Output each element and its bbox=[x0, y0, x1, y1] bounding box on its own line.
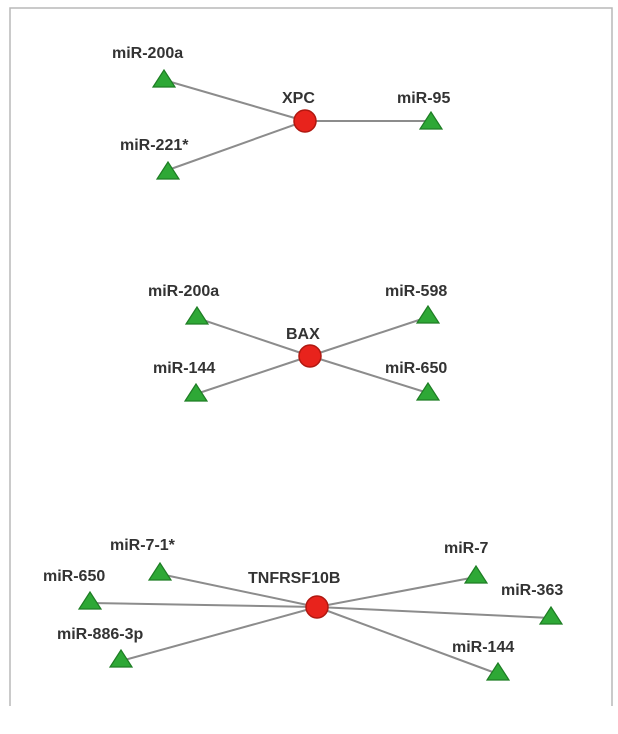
gene-node-xpc bbox=[293, 109, 317, 133]
mirna-label: miR-200a bbox=[148, 283, 219, 300]
mirna-label: miR-221* bbox=[120, 137, 189, 154]
mirna-label: miR-144 bbox=[153, 360, 215, 377]
edge-xpc-mir200a bbox=[163, 79, 306, 122]
edge-tnfrsf10b-mir886 bbox=[120, 606, 318, 662]
edge-tnfrsf10b-mir363 bbox=[316, 606, 552, 619]
edge-tnfrsf10b-mir650 bbox=[89, 602, 318, 608]
edge-bax-mir598 bbox=[309, 316, 429, 357]
mirna-label: miR-886-3p bbox=[57, 626, 143, 643]
edge-bax-mir200a bbox=[196, 317, 311, 357]
gene-label: TNFRSF10B bbox=[248, 570, 340, 587]
mirna-node-mir363 bbox=[538, 605, 564, 625]
mirna-node-mir221 bbox=[155, 160, 181, 180]
network-tnfrsf10b: miR-7-1* miR-650 miR-886-3p miR-7 miR-36… bbox=[43, 537, 564, 681]
mirna-node-mir650 bbox=[77, 590, 103, 610]
mirna-node-mir200a bbox=[184, 305, 210, 325]
mirna-node-mir650 bbox=[415, 381, 441, 401]
mirna-label: miR-363 bbox=[501, 582, 563, 599]
mirna-node-mir886 bbox=[108, 648, 134, 668]
mirna-node-mir95 bbox=[418, 110, 444, 130]
edge-tnfrsf10b-mir144 bbox=[316, 606, 499, 675]
network-bax: miR-200a miR-144 miR-598 miR-650 BAX bbox=[148, 283, 447, 402]
mirna-label: miR-95 bbox=[397, 90, 450, 107]
mirna-node-mir7-1 bbox=[147, 561, 173, 581]
mirna-label: miR-650 bbox=[385, 360, 447, 377]
mirna-node-mir144 bbox=[183, 382, 209, 402]
mirna-label: miR-144 bbox=[452, 639, 514, 656]
mirna-label: miR-7 bbox=[444, 540, 489, 557]
mirna-label: miR-650 bbox=[43, 568, 105, 585]
mirna-node-mir144 bbox=[485, 661, 511, 681]
gene-label: BAX bbox=[286, 326, 320, 343]
mirna-node-mir7 bbox=[463, 564, 489, 584]
mirna-label: miR-598 bbox=[385, 283, 447, 300]
edge-tnfrsf10b-mir7-1 bbox=[159, 573, 318, 608]
mirna-label: miR-200a bbox=[112, 45, 183, 62]
edge-bax-mir144 bbox=[195, 355, 311, 395]
figure-frame bbox=[9, 7, 613, 706]
gene-label: XPC bbox=[282, 90, 315, 107]
gene-node-bax bbox=[298, 344, 322, 368]
mirna-label: miR-7-1* bbox=[110, 537, 176, 554]
edge-bax-mir650 bbox=[309, 355, 429, 394]
mirna-node-mir598 bbox=[415, 304, 441, 324]
edge-tnfrsf10b-mir7 bbox=[316, 576, 477, 608]
gene-node-tnfrsf10b bbox=[305, 595, 329, 619]
mirna-node-mir200a bbox=[151, 68, 177, 88]
edge-xpc-mir221 bbox=[167, 120, 306, 171]
network-xpc: miR-200a miR-221* miR-95 XPC bbox=[112, 45, 450, 180]
